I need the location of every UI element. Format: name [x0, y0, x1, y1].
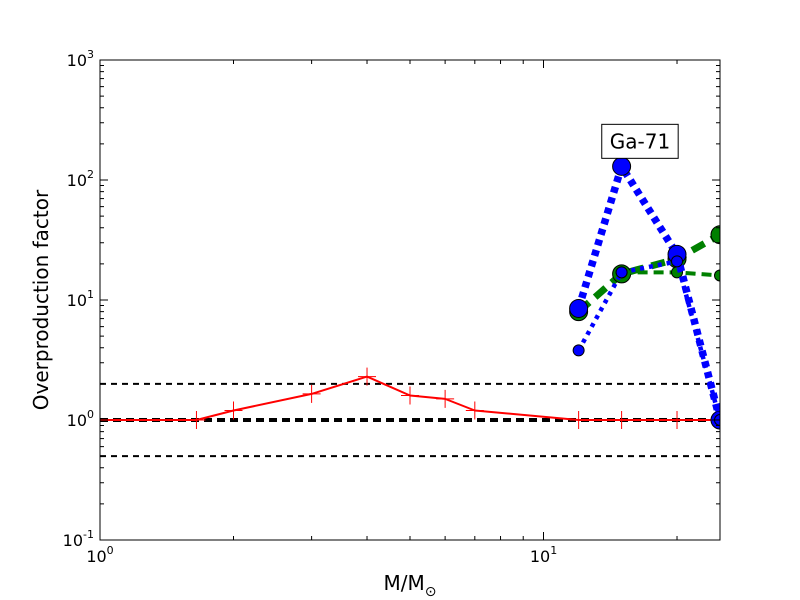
- x-tick-label-1-exponent: 1: [550, 544, 557, 557]
- y-tick-label-4-base: 10: [67, 51, 87, 70]
- series-1-point-3: [710, 225, 720, 245]
- y-tick-label-3-base: 10: [67, 171, 87, 190]
- y-tick-label-1: 100: [67, 408, 94, 430]
- series-0-point-5: [401, 386, 419, 405]
- y-tick-label-3: 102: [67, 168, 94, 190]
- y-tick-label-2-exponent: 1: [87, 288, 94, 301]
- series-0-line: [100, 375, 720, 421]
- series-0-point-4: [358, 367, 377, 386]
- y-tick-label-1-exponent: 0: [87, 408, 94, 421]
- y-tick-label-4: 103: [67, 48, 94, 70]
- x-tick-label-0-exponent: 0: [107, 544, 114, 557]
- series-0-point-8: [569, 411, 588, 429]
- series-4-line: [576, 259, 720, 421]
- y-tick-label-2: 101: [67, 288, 94, 310]
- x-tick-label-0: 100: [86, 544, 113, 566]
- series-2-point-2: [714, 269, 720, 282]
- series-0-point-10: [668, 411, 687, 429]
- series-0-point-9: [612, 411, 631, 429]
- series-layer: [100, 156, 720, 430]
- series-4-point-1: [615, 266, 628, 279]
- series-3-point-1: [612, 156, 632, 176]
- y-tick-label-4-exponent: 3: [87, 48, 94, 61]
- series-1-line: [576, 231, 720, 315]
- y-axis-label: Overproduction factor: [29, 189, 53, 410]
- annotation-0: Ga-71: [601, 123, 679, 159]
- annotation-box: [601, 123, 679, 159]
- series-0-point-3: [302, 384, 321, 403]
- y-tick-label-3-exponent: 2: [87, 168, 94, 181]
- reference-lines: [100, 382, 720, 458]
- series-3-line: [575, 162, 720, 421]
- series-0: [100, 367, 720, 429]
- series-0-point-6: [436, 389, 455, 408]
- y-tick-label-0-base: 10: [63, 531, 83, 550]
- series-4-point-0: [572, 344, 585, 357]
- x-axis-label-main: M/M: [384, 571, 425, 595]
- series-0-point-2: [224, 401, 243, 420]
- series-4-point-2: [671, 255, 684, 268]
- x-axis-label: M/M⊙: [384, 571, 437, 600]
- series-3-point-0: [569, 298, 589, 318]
- x-tick-label-1-base: 10: [530, 547, 550, 566]
- series-0-point-1: [187, 411, 206, 429]
- y-tick-label-2-base: 10: [67, 291, 87, 310]
- y-tick-label-0-exponent: -1: [83, 528, 94, 541]
- annotation-layer: Ga-71: [601, 123, 679, 159]
- x-tick-label-1: 101: [530, 544, 557, 566]
- x-tick-label-0-base: 10: [86, 547, 106, 566]
- series-0-point-7: [465, 401, 484, 420]
- y-tick-label-1-base: 10: [67, 411, 87, 430]
- annotation-label: Ga-71: [610, 129, 670, 153]
- y-tick-label-0: 10-1: [63, 528, 94, 550]
- x-axis-label-sub: ⊙: [425, 584, 437, 600]
- series-4: [572, 255, 720, 426]
